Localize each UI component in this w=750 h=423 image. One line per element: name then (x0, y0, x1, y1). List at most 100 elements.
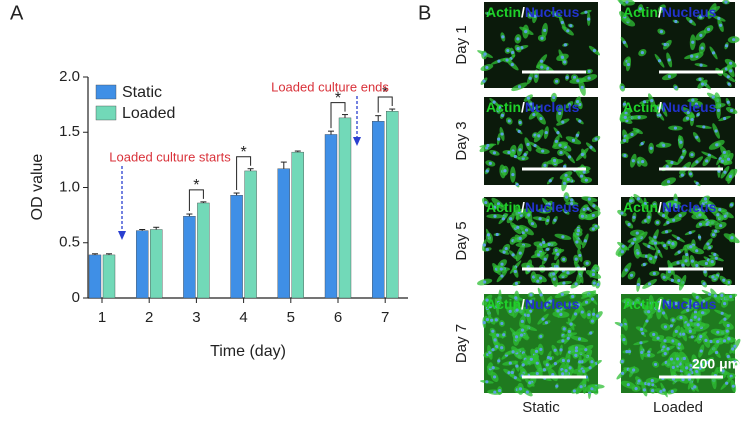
nucleus (485, 169, 489, 173)
nucleus (496, 109, 500, 113)
nucleus (587, 76, 591, 80)
nucleus (541, 149, 545, 153)
stain-label: Actin/Nucleus (486, 199, 580, 215)
nucleus (721, 369, 725, 373)
nucleus (566, 336, 570, 340)
stain-label: Actin/Nucleus (623, 199, 717, 215)
nucleus (662, 275, 666, 279)
stain-label: Actin/Nucleus (623, 4, 717, 20)
nucleus (560, 292, 564, 296)
nucleus (542, 240, 546, 245)
nucleus (667, 240, 671, 245)
nucleus (496, 300, 501, 305)
nucleus (640, 350, 644, 355)
nucleus (710, 260, 714, 264)
nucleus (695, 263, 699, 268)
nucleus (692, 359, 697, 363)
bar (372, 120, 385, 299)
nucleus (594, 137, 598, 141)
nucleus (699, 15, 703, 19)
nucleus (516, 225, 520, 229)
stain-label: Actin/Nucleus (623, 296, 717, 312)
stain-label-part: Nucleus (662, 4, 717, 20)
nucleus (694, 303, 698, 307)
nucleus (497, 137, 501, 141)
nucleus (649, 257, 653, 261)
nucleus (552, 158, 557, 163)
image-bg (484, 2, 598, 88)
nucleus (642, 388, 647, 392)
nucleus (590, 387, 594, 391)
nucleus (483, 52, 487, 56)
micrograph: Actin/Nucleus (479, 92, 601, 192)
nucleus (506, 48, 510, 53)
nucleus (528, 13, 532, 17)
nucleus (524, 29, 528, 34)
nucleus (716, 330, 720, 334)
nucleus (714, 350, 719, 355)
nucleus (529, 300, 533, 304)
nucleus (590, 360, 594, 364)
stain-label-part: / (521, 199, 525, 215)
nucleus (659, 389, 663, 394)
nucleus (623, 15, 627, 19)
nucleus (696, 113, 700, 117)
nucleus (700, 46, 704, 50)
nucleus (706, 242, 710, 246)
nucleus (561, 339, 565, 343)
nucleus (596, 282, 600, 287)
nucleus (722, 150, 727, 155)
nucleus (493, 390, 497, 394)
nucleus (661, 107, 666, 111)
nucleus (676, 236, 680, 240)
nucleus (670, 278, 674, 282)
nucleus (626, 299, 631, 304)
nucleus (620, 359, 624, 364)
nucleus (653, 362, 658, 367)
nucleus (673, 203, 677, 207)
nucleus (516, 46, 520, 51)
nucleus (733, 360, 737, 364)
nucleus (507, 371, 511, 375)
nucleus (561, 358, 565, 363)
nucleus (578, 253, 582, 258)
nucleus (511, 172, 515, 177)
nucleus (582, 170, 586, 174)
nucleus (685, 252, 689, 257)
nucleus (726, 354, 730, 359)
nucleus (622, 337, 626, 342)
nucleus (532, 112, 536, 117)
nucleus (510, 370, 514, 375)
bar (102, 254, 116, 299)
nucleus (694, 102, 699, 106)
nucleus (591, 213, 595, 218)
bar (244, 170, 257, 299)
nucleus (559, 312, 563, 316)
nucleus (661, 311, 666, 315)
nucleus (675, 357, 680, 361)
nucleus (587, 17, 591, 21)
nucleus (629, 199, 633, 203)
nucleus (588, 366, 592, 370)
nucleus (558, 143, 562, 147)
nucleus (641, 160, 645, 164)
nucleus (703, 197, 708, 201)
nucleus (636, 283, 641, 287)
nucleus (534, 349, 539, 354)
stain-label-part: / (521, 296, 525, 312)
nucleus (707, 203, 712, 208)
nucleus (621, 244, 625, 248)
nucleus (566, 177, 570, 182)
nucleus (539, 59, 544, 63)
nucleus (488, 304, 492, 309)
nucleus (502, 333, 506, 337)
nucleus (657, 309, 661, 313)
nucleus (534, 74, 538, 78)
nucleus (677, 250, 681, 254)
nucleus (637, 115, 641, 119)
nucleus (678, 213, 682, 218)
nucleus (641, 331, 645, 335)
nucleus (625, 350, 629, 354)
nucleus (485, 306, 489, 310)
nucleus (564, 173, 568, 177)
